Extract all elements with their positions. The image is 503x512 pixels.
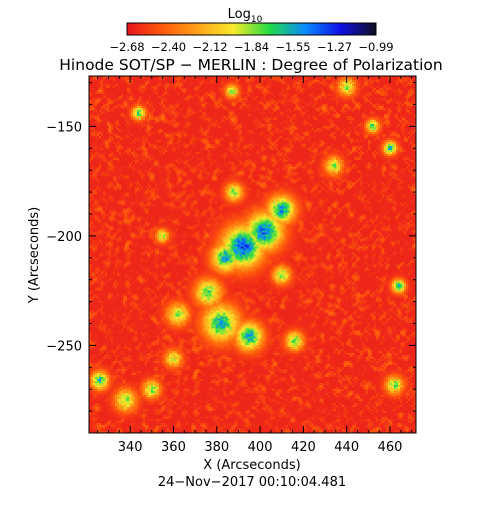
- plot-frame: [88, 75, 417, 434]
- x-tick-label: 460: [378, 440, 403, 455]
- colorbar: [126, 22, 377, 36]
- y-axis-label: Y (Arcseconds): [27, 207, 42, 304]
- y-tick-label: −150: [46, 120, 82, 135]
- colorbar-label: Log10: [228, 7, 263, 25]
- x-tick-label: 340: [118, 440, 143, 455]
- date-label: 24−Nov−2017 00:10:04.481: [158, 475, 346, 490]
- axes: 340 360 380 400 420 440 460 −150 −200 −250: [46, 76, 416, 455]
- colorbar-tick-label: −0.99: [358, 40, 393, 54]
- heatmap-image: [89, 76, 416, 433]
- colorbar-tick-label: −1.55: [275, 40, 310, 54]
- x-tick-label: 360: [161, 440, 186, 455]
- y-tick-label: −200: [46, 230, 82, 245]
- x-tick-label: 440: [334, 440, 359, 455]
- colorbar-tick-label: −2.68: [109, 40, 144, 54]
- plot-area: [88, 75, 417, 434]
- colorbar-tick-label: −1.84: [234, 40, 269, 54]
- x-axis-label: X (Arcseconds): [203, 458, 300, 473]
- colorbar-tick-labels: −2.68 −2.40 −2.12 −1.84 −1.55 −1.27 −0.99: [109, 40, 393, 54]
- colorbar-tick-label: −2.12: [192, 40, 227, 54]
- x-tick-label: 400: [248, 440, 273, 455]
- colorbar-tick-label: −1.27: [317, 40, 352, 54]
- chart-title: Hinode SOT/SP − MERLIN : Degree of Polar…: [59, 56, 442, 74]
- x-tick-label: 420: [291, 440, 316, 455]
- y-tick-label: −250: [46, 339, 82, 354]
- x-tick-label: 380: [204, 440, 229, 455]
- colorbar-tick-label: −2.40: [151, 40, 186, 54]
